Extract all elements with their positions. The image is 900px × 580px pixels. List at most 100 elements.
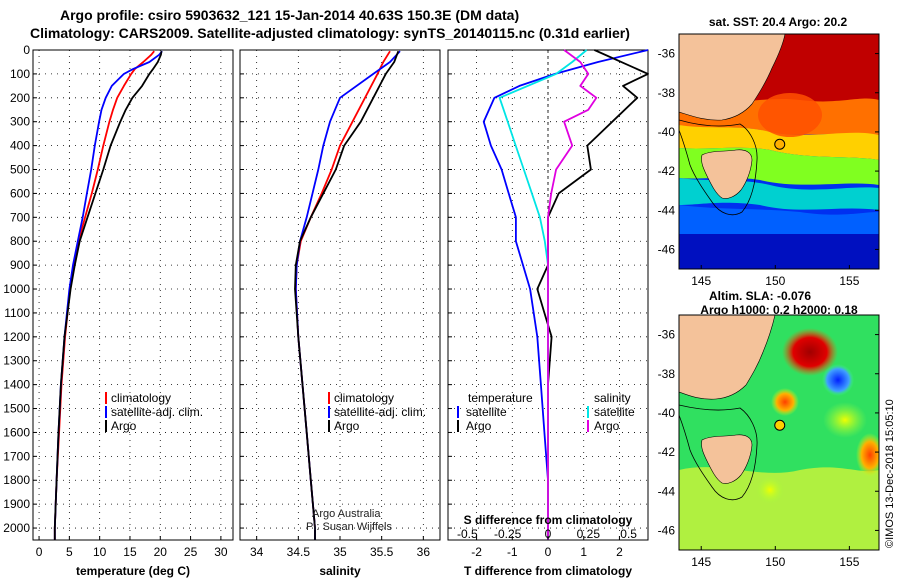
depth-tick-label: 1300 — [3, 354, 30, 368]
sla-warm-eddy — [782, 328, 838, 376]
legend-label-s-argo: Argo — [594, 419, 620, 433]
depth-tick-label: 1000 — [3, 282, 30, 296]
depth-tick-label: 300 — [10, 115, 30, 129]
sla-float-marker — [774, 419, 786, 431]
s-tick-label: 0.25 — [577, 527, 601, 541]
series-line-argo — [53, 51, 163, 540]
depth-tick-label: 1400 — [3, 378, 30, 392]
x-tick-label: 0 — [545, 545, 552, 559]
legend-label-satellite: satellite-adj. clim. — [111, 405, 203, 419]
side-credit: ©IMOS 13-Dec-2018 15:05:10 — [884, 399, 896, 548]
x-tick-label: 10 — [93, 545, 107, 559]
x-tick-label: 5 — [66, 545, 73, 559]
salinity-grid — [240, 49, 440, 540]
legend-label-t-argo: Argo — [466, 419, 492, 433]
sla-south-band — [679, 467, 879, 550]
x-tick-label: 2 — [616, 545, 623, 559]
temperature-legend: climatology satellite-adj. clim. Argo — [105, 391, 203, 433]
difference-s-ticks: -0.5 -0.25 0 0.25 0.5 — [457, 527, 637, 541]
sla-map-title-1: Altim. SLA: -0.076 — [709, 289, 811, 303]
credit-line-1: Argo Australia — [312, 508, 381, 520]
salinity-x-label: salinity — [319, 564, 361, 578]
header-line-2: Climatology: CARS2009. Satellite-adjuste… — [30, 25, 630, 41]
sst-tasmania — [701, 149, 753, 199]
legend-title-temperature: temperature — [468, 391, 533, 405]
sst-map-ticks: 145 150 155 -36 -38 -40 -42 -44 -46 — [658, 47, 879, 288]
depth-tick-label: 500 — [10, 163, 30, 177]
s-tick-label: -0.25 — [494, 527, 522, 541]
depth-tick-label: 0 — [23, 43, 30, 57]
depth-axis: 0 100 200 300 400 500 600 700 800 900 1000 1100 1200… — [3, 43, 30, 535]
salinity-legend: climatology satellite-adj. clim. Argo — [328, 391, 426, 433]
sst-mainland — [679, 34, 786, 121]
map-lon-label: 150 — [765, 274, 785, 288]
depth-tick-label: 1600 — [3, 425, 30, 439]
sla-blob-south — [756, 476, 784, 504]
x-tick-label: 20 — [154, 545, 168, 559]
temperature-grid — [33, 49, 233, 540]
s-tick-label: 0.5 — [620, 527, 637, 541]
series-line-s-satellite — [498, 49, 588, 540]
sst-map — [679, 34, 879, 269]
depth-tick-label: 800 — [10, 234, 30, 248]
series-line-s-argo — [547, 49, 598, 540]
map-lat-label: -40 — [658, 125, 676, 139]
map-lat-label: -42 — [658, 164, 676, 178]
s-tick-label: 0 — [545, 527, 552, 541]
series-line-satellite-adj-clim- — [294, 50, 401, 540]
sst-band-deep-blue — [679, 234, 879, 269]
map-lat-label: -40 — [658, 406, 676, 420]
map-lon-label: 150 — [765, 555, 785, 569]
salinity-panel-frame — [239, 49, 441, 541]
header-line-1: Argo profile: csiro 5903632_121 15-Jan-2… — [60, 7, 519, 23]
x-tick-label: -1 — [507, 545, 518, 559]
sst-depth-contour — [679, 119, 758, 216]
legend-label-s-satellite: satellite — [594, 405, 635, 419]
x-tick-label: 34 — [250, 545, 264, 559]
map-lat-label: -44 — [658, 484, 676, 498]
difference-x-label: T difference from climatology — [464, 564, 632, 578]
x-tick-label: 30 — [214, 545, 228, 559]
legend-label-climatology: climatology — [111, 391, 171, 405]
x-tick-label: 25 — [184, 545, 198, 559]
sst-float-marker — [774, 138, 786, 150]
sla-map-ticks: 145 150 155 -36 -38 -40 -42 -44 -46 — [658, 328, 879, 569]
sla-blob-east — [823, 402, 867, 438]
depth-tick-label: 100 — [10, 67, 30, 81]
depth-tick-label: 1100 — [4, 306, 30, 320]
depth-tick-label: 1200 — [3, 330, 30, 344]
temperature-panel-frame — [32, 49, 234, 541]
map-lon-label: 155 — [839, 274, 859, 288]
depth-tick-label: 1900 — [3, 497, 30, 511]
map-lat-label: -46 — [658, 242, 676, 256]
legend-label-argo: Argo — [111, 419, 137, 433]
depth-tick-label: 700 — [10, 210, 30, 224]
sla-map — [679, 315, 879, 550]
x-tick-label: 15 — [123, 545, 137, 559]
depth-tick-label: 1500 — [3, 402, 30, 416]
legend-label-t-satellite: satellite — [466, 405, 507, 419]
sla-tasmania — [701, 434, 753, 484]
x-tick-label: 35 — [333, 545, 347, 559]
depth-tick-label: 400 — [10, 139, 30, 153]
sla-mainland — [679, 315, 776, 400]
credit-line-2: PI: Susan Wijffels — [306, 521, 392, 533]
depth-tick-label: 600 — [10, 186, 30, 200]
map-lat-label: -46 — [658, 523, 676, 537]
temperature-series — [53, 50, 163, 540]
sla-cold-eddy — [822, 364, 854, 396]
sst-map-title: sat. SST: 20.4 Argo: 20.2 — [709, 15, 848, 29]
map-lat-label: -36 — [658, 328, 676, 342]
legend-title-salinity: salinity — [594, 391, 631, 405]
map-lat-label: -44 — [658, 203, 676, 217]
x-tick-label: 36 — [417, 545, 431, 559]
series-line-t-satellite — [482, 49, 649, 540]
map-lat-label: -42 — [658, 445, 676, 459]
temperature-x-label: temperature (deg C) — [76, 564, 190, 578]
map-lon-label: 145 — [691, 274, 711, 288]
legend-label-climatology: climatology — [334, 391, 394, 405]
sla-map-frame — [678, 314, 880, 551]
sst-eddy — [758, 93, 822, 137]
map-lat-label: -36 — [658, 47, 676, 61]
